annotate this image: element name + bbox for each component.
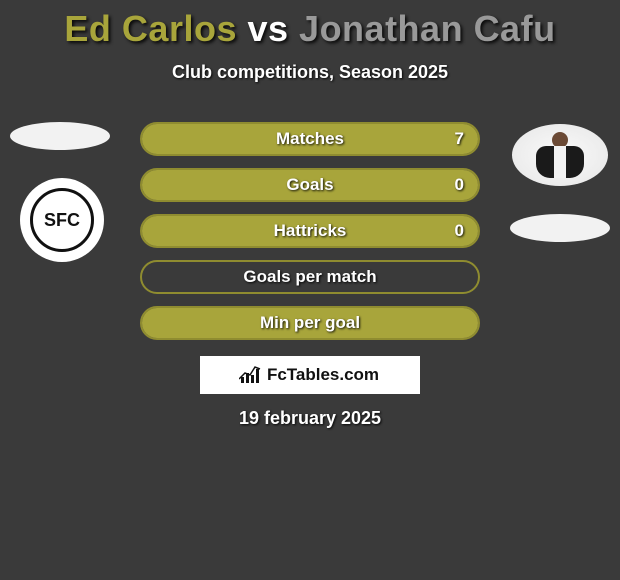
brand-text: FcTables.com <box>267 365 379 385</box>
stat-label: Matches <box>142 124 478 154</box>
stat-label: Hattricks <box>142 216 478 246</box>
brand-badge: FcTables.com <box>200 356 420 394</box>
stat-value-right: 0 <box>455 170 464 200</box>
stat-row-goals-per-match: Goals per match <box>140 260 480 294</box>
stat-value-right: 7 <box>455 124 464 154</box>
club-badge-text: SFC <box>30 188 94 252</box>
player2-avatar <box>512 124 608 186</box>
player-silhouette-icon <box>530 130 590 180</box>
date-text: 19 february 2025 <box>0 408 620 429</box>
bar-chart-icon <box>241 367 259 383</box>
player1-club-badge: SFC <box>20 178 104 262</box>
player2-club-placeholder <box>510 214 610 242</box>
stat-label: Min per goal <box>142 308 478 338</box>
player1-avatar-placeholder <box>10 122 110 150</box>
title-player2: Jonathan Cafu <box>299 8 556 49</box>
stat-row-matches: Matches 7 <box>140 122 480 156</box>
subtitle: Club competitions, Season 2025 <box>0 62 620 83</box>
stat-label: Goals <box>142 170 478 200</box>
title-player1: Ed Carlos <box>64 8 237 49</box>
stat-row-hattricks: Hattricks 0 <box>140 214 480 248</box>
stat-value-right: 0 <box>455 216 464 246</box>
stat-row-goals: Goals 0 <box>140 168 480 202</box>
stat-label: Goals per match <box>142 262 478 292</box>
club-badge-icon: SFC <box>30 188 94 252</box>
title-vs: vs <box>247 8 288 49</box>
stats-rows: Matches 7 Goals 0 Hattricks 0 Goals per … <box>140 122 480 352</box>
page-title: Ed Carlos vs Jonathan Cafu <box>0 0 620 50</box>
stat-row-min-per-goal: Min per goal <box>140 306 480 340</box>
